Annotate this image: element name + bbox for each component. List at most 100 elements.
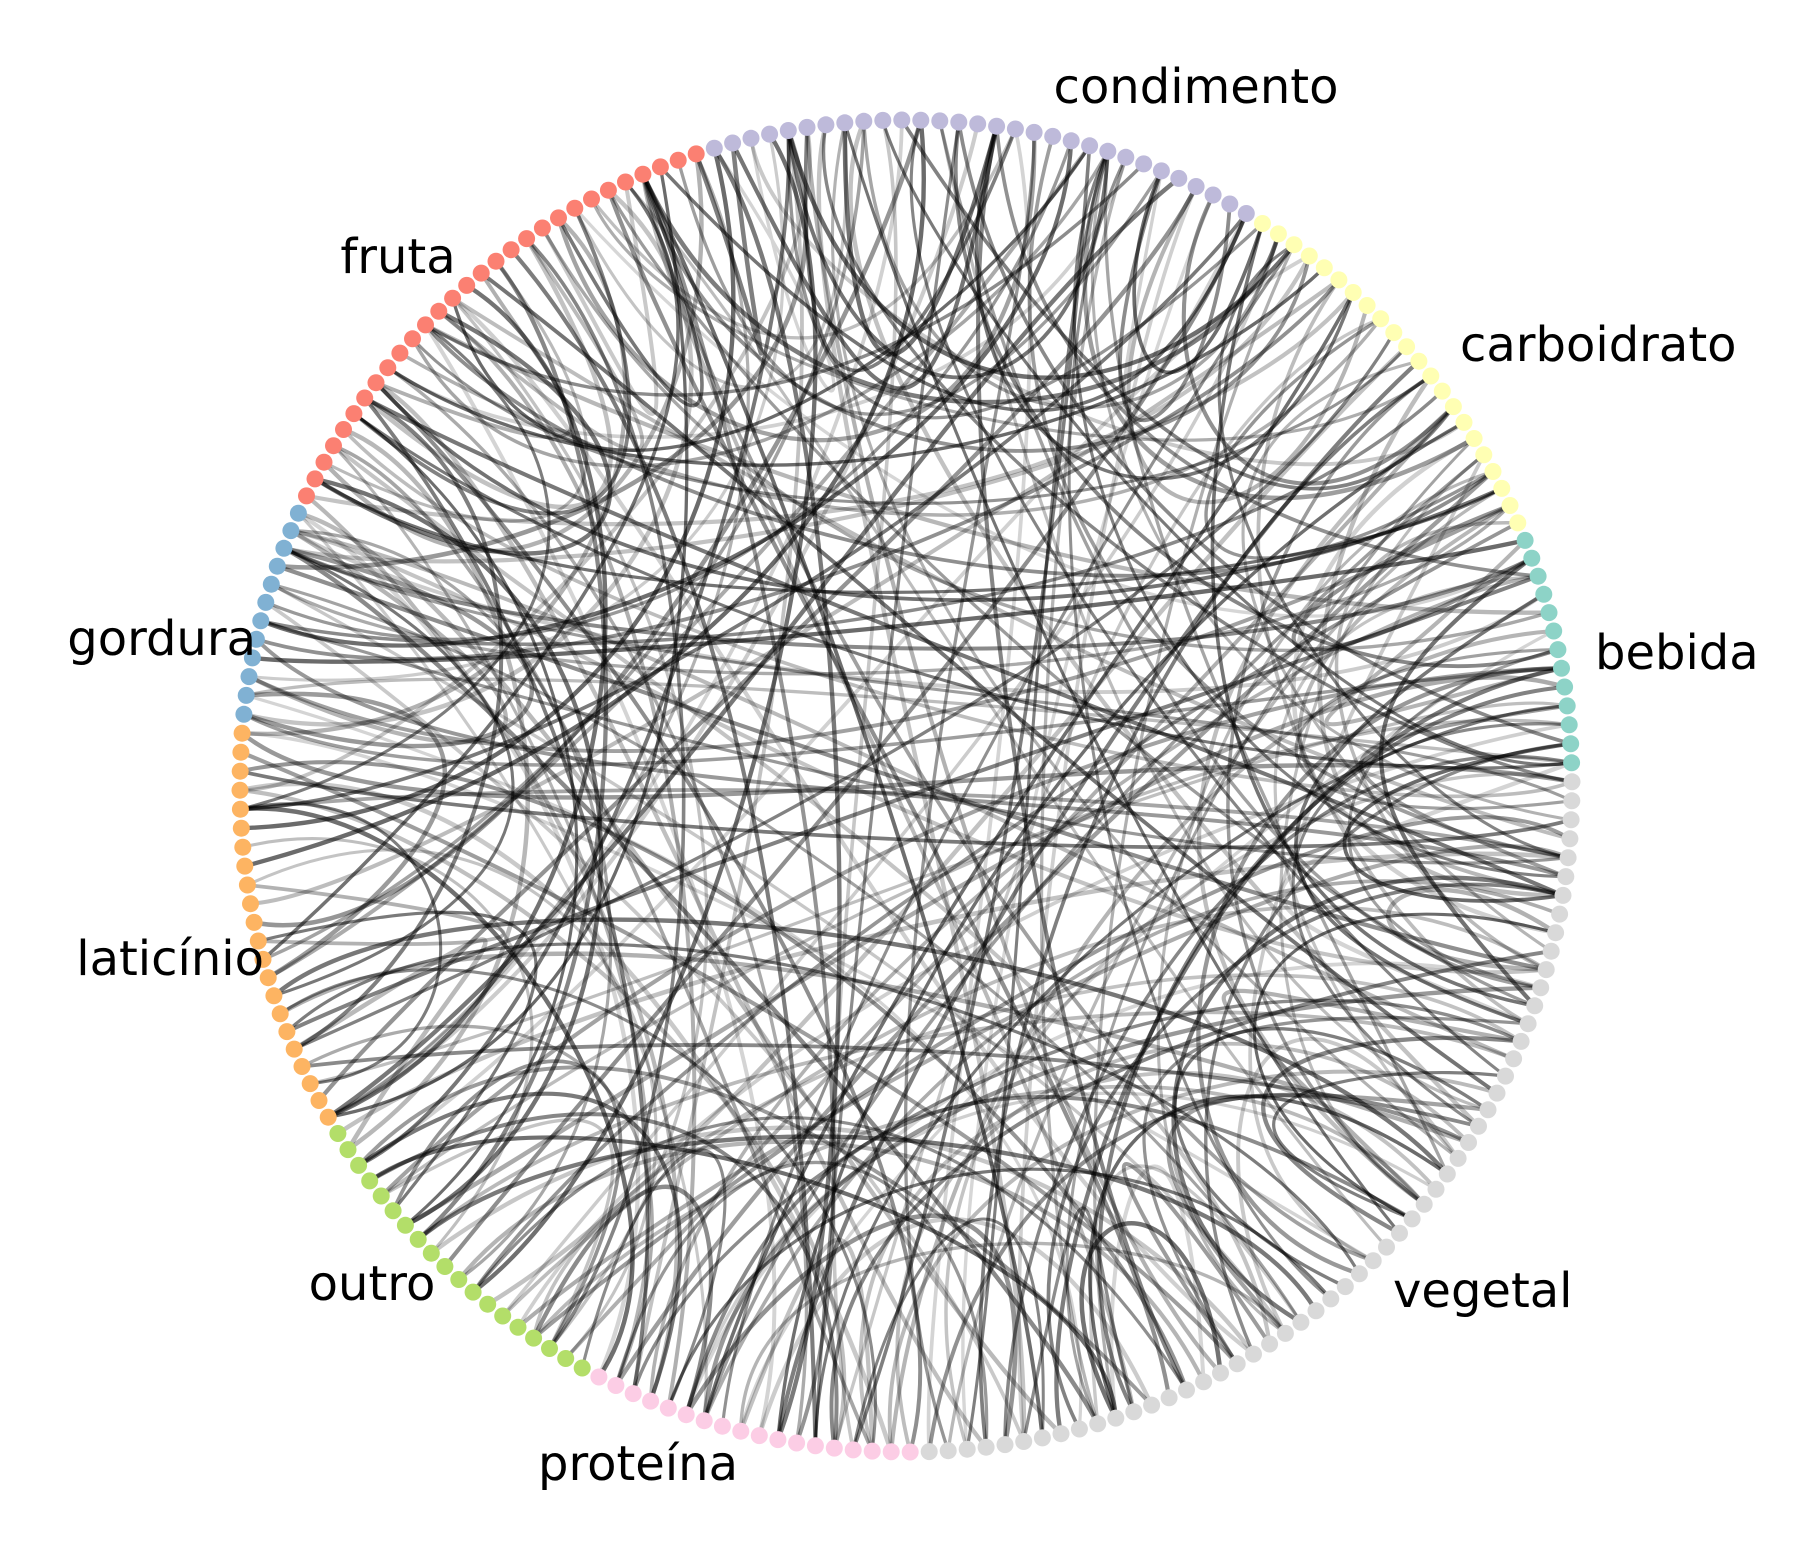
- edge: [267, 144, 1092, 980]
- node-vegetal: [1228, 1355, 1246, 1373]
- node-vegetal: [1479, 1101, 1497, 1119]
- edge-layer: [239, 119, 1573, 1453]
- node-gordura: [282, 522, 300, 540]
- edge: [290, 528, 1547, 975]
- node-vegetal: [1378, 1238, 1395, 1256]
- node-condimento: [779, 122, 797, 139]
- edge: [895, 1041, 1470, 1453]
- edge: [684, 1091, 1437, 1416]
- node-bebida: [1560, 716, 1578, 734]
- node-vegetal: [1336, 1278, 1354, 1296]
- node-vegetal: [1561, 830, 1579, 848]
- edge: [1324, 538, 1562, 727]
- node-condimento: [798, 118, 816, 136]
- node-outro: [541, 1340, 558, 1357]
- edge: [282, 546, 1100, 1425]
- edge: [327, 123, 980, 1120]
- edge: [1118, 170, 1232, 423]
- edge: [1294, 648, 1572, 810]
- node-fruta: [315, 453, 333, 471]
- node-fruta: [669, 151, 687, 169]
- edge: [290, 528, 1515, 1061]
- node-condimento: [1204, 186, 1222, 204]
- edge: [1171, 875, 1564, 1325]
- node-vegetal: [1403, 1210, 1421, 1228]
- node-gordura: [235, 705, 253, 723]
- edge: [1359, 704, 1568, 879]
- edge: [1379, 556, 1537, 1008]
- node-vegetal: [1449, 1149, 1467, 1167]
- node-bebida: [1545, 622, 1563, 640]
- edge: [1067, 156, 1332, 1301]
- node-fruta: [687, 145, 705, 163]
- node-condimento: [1006, 120, 1024, 138]
- node-laticínio: [254, 950, 272, 968]
- edge: [290, 529, 613, 1281]
- edge: [313, 309, 613, 556]
- node-proteína: [788, 1434, 806, 1452]
- node-carboidrato: [1372, 310, 1390, 328]
- edge: [573, 207, 1533, 618]
- node-fruta: [566, 199, 584, 217]
- edge: [848, 120, 1481, 1128]
- edge: [380, 718, 1570, 1198]
- node-vegetal: [1537, 961, 1555, 979]
- node-carboidrato: [1358, 297, 1376, 314]
- edge: [1126, 185, 1370, 505]
- node-proteína: [713, 1417, 731, 1435]
- edge: [380, 1118, 615, 1350]
- edge: [501, 905, 1548, 1318]
- node-vegetal: [1488, 1084, 1506, 1102]
- node-fruta: [502, 241, 520, 259]
- node-fruta: [487, 252, 505, 270]
- edge: [666, 1167, 1333, 1409]
- edge: [471, 1116, 1188, 1391]
- node-vegetal: [920, 1443, 938, 1461]
- node-carboidrato: [1444, 398, 1462, 416]
- edge: [1046, 882, 1564, 1430]
- node-laticínio: [245, 913, 263, 931]
- node-carboidrato: [1330, 271, 1348, 289]
- node-condimento: [761, 125, 779, 143]
- node-gordura: [262, 575, 280, 593]
- node-condimento: [969, 115, 987, 133]
- edge: [851, 145, 1092, 1451]
- edge: [297, 511, 1063, 1436]
- edge: [614, 1160, 989, 1448]
- node-outro: [509, 1318, 527, 1336]
- node-fruta: [634, 165, 652, 183]
- node-gordura: [237, 686, 255, 704]
- node-fruta: [444, 289, 462, 307]
- node-bebida: [1523, 549, 1541, 567]
- edge: [239, 127, 812, 793]
- edge: [1204, 742, 1571, 1355]
- node-condimento: [1237, 205, 1255, 222]
- node-vegetal: [1292, 1313, 1310, 1331]
- group-label-bebida: bebida: [1595, 625, 1759, 681]
- edge: [332, 443, 874, 1452]
- node-proteína: [624, 1385, 642, 1403]
- edge: [322, 153, 704, 554]
- node-bebida: [1516, 531, 1534, 549]
- edge: [881, 119, 1572, 767]
- node-vegetal: [1512, 1032, 1530, 1050]
- edge: [946, 486, 1503, 1451]
- edge: [276, 564, 1547, 972]
- node-fruta: [306, 470, 324, 488]
- node-carboidrato: [1385, 324, 1403, 342]
- node-fruta: [533, 219, 551, 237]
- edge: [556, 132, 1037, 443]
- edge: [262, 121, 866, 962]
- node-proteína: [732, 1422, 750, 1440]
- edge: [289, 528, 1545, 694]
- edge: [352, 207, 632, 516]
- edge: [253, 119, 924, 928]
- node-vegetal: [1415, 1195, 1433, 1213]
- node-outro: [384, 1202, 402, 1220]
- edge: [247, 883, 506, 946]
- node-layer: [231, 111, 1581, 1461]
- node-carboidrato: [1300, 247, 1318, 265]
- node-vegetal: [1015, 1433, 1033, 1450]
- edge: [804, 127, 1223, 1375]
- node-condimento: [705, 139, 723, 157]
